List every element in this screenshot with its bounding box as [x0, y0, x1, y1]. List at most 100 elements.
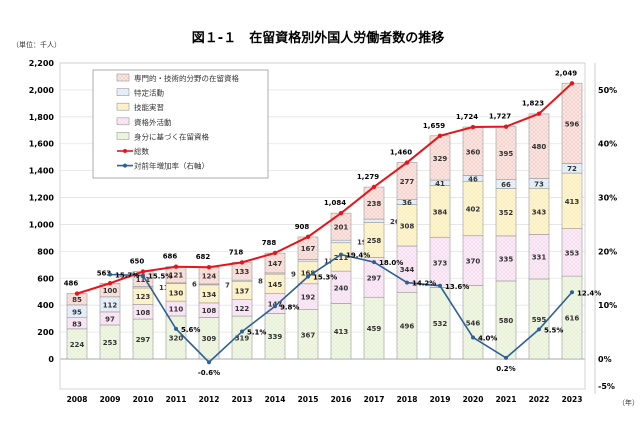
legend-swatch [116, 117, 130, 126]
y-left-tick-label: 1,600 [29, 140, 55, 149]
total-point [239, 260, 245, 265]
data-label: 19 [357, 238, 367, 246]
data-label: 496 [400, 323, 415, 331]
growth-label: 0.2% [496, 365, 515, 373]
data-label: 616 [565, 315, 580, 323]
total-point [74, 291, 80, 296]
y-left-tick-label: 1,000 [29, 220, 55, 229]
data-label: 168 [301, 269, 316, 277]
growth-label: 4.0% [478, 334, 497, 342]
data-label: 108 [202, 307, 217, 315]
total-label: 686 [163, 253, 178, 261]
data-label: 413 [565, 198, 580, 206]
data-label: 124 [202, 273, 217, 281]
data-label: 343 [532, 208, 547, 216]
data-label: 308 [400, 222, 415, 230]
data-label: 73 [534, 180, 544, 188]
x-tick-label: 2017 [364, 395, 385, 404]
total-point [404, 160, 410, 165]
growth-point [504, 355, 508, 360]
x-tick-label: 2019 [430, 395, 451, 404]
total-point [206, 265, 212, 270]
y-left-tick-label: 2,200 [29, 59, 55, 68]
growth-point [240, 329, 244, 334]
total-label: 650 [130, 258, 145, 266]
data-label: 122 [235, 305, 250, 313]
total-point [569, 81, 575, 86]
y-right-tick-label: -5% [598, 382, 615, 391]
data-label: 253 [103, 339, 118, 347]
y-right-tick-label: 50% [598, 86, 617, 95]
data-label: 108 [136, 309, 151, 317]
y-right-tick-label: 30% [598, 194, 617, 203]
data-label: 123 [136, 293, 151, 301]
growth-label: 5.1% [247, 329, 266, 337]
legend-swatch [116, 88, 130, 96]
y-left-tick-label: 400 [37, 301, 54, 310]
growth-point [537, 327, 541, 332]
legend-label: 総数 [134, 146, 149, 156]
growth-point [372, 260, 376, 265]
y-right-tick-label: 0% [598, 355, 612, 364]
data-label: 8 [258, 278, 263, 286]
growth-point [339, 252, 343, 257]
total-point [305, 234, 311, 240]
data-label: 319 [235, 335, 250, 343]
total-label: 486 [64, 280, 79, 288]
bar-segment [363, 218, 385, 223]
growth-point [306, 274, 310, 279]
legend-swatch [116, 73, 130, 82]
data-label: 145 [268, 281, 283, 289]
growth-label: 19.4% [346, 252, 370, 260]
total-point [503, 124, 509, 129]
growth-label: 12.4% [577, 289, 601, 297]
data-label: 309 [202, 335, 217, 343]
data-label: 480 [532, 143, 547, 151]
x-tick-label: 2009 [100, 395, 121, 404]
growth-point [405, 280, 409, 285]
growth-label: 13.6% [445, 283, 469, 291]
data-label: 331 [532, 254, 547, 262]
total-point [107, 281, 113, 286]
total-point [371, 184, 377, 190]
growth-point [471, 335, 475, 340]
growth-point [174, 326, 178, 331]
data-label: 192 [301, 294, 316, 302]
data-label: 133 [235, 268, 250, 276]
total-label: 2,049 [555, 69, 577, 77]
legend-label: 特定活動 [134, 88, 164, 98]
plot-border [59, 62, 586, 390]
y-left-tick-label: 1,200 [29, 194, 55, 203]
data-label: 335 [499, 255, 514, 263]
growth-point [108, 272, 112, 277]
growth-label: 15.7% [115, 272, 139, 280]
data-label: 580 [499, 317, 514, 325]
growth-label: 15.5% [148, 273, 172, 281]
data-label: 596 [565, 120, 580, 128]
y-left-tick-label: 0 [48, 355, 54, 364]
data-label: 384 [433, 208, 448, 216]
y-right-tick-label: 10% [598, 301, 617, 310]
data-label: 85 [72, 296, 82, 304]
y-right-tick-label: 20% [598, 247, 617, 256]
x-tick-label: 2014 [265, 395, 286, 404]
growth-label: 14.2% [412, 280, 436, 288]
data-label: 100 [103, 287, 118, 295]
total-label: 1,084 [324, 199, 346, 207]
growth-point [207, 360, 211, 365]
legend-marker [123, 149, 127, 153]
data-label: 6 [192, 280, 197, 288]
y-left-tick-label: 800 [37, 247, 54, 256]
data-label: 46 [468, 176, 478, 184]
total-label: 563 [97, 269, 112, 277]
data-label: 258 [367, 237, 382, 245]
total-point [272, 250, 278, 256]
x-tick-label: 2015 [298, 395, 319, 404]
total-line [76, 82, 573, 295]
legend-label: 技能実習 [134, 102, 164, 112]
data-label: 26 [390, 218, 400, 226]
data-label: 339 [268, 333, 283, 341]
total-label: 1,724 [456, 113, 478, 121]
total-point [338, 210, 344, 216]
